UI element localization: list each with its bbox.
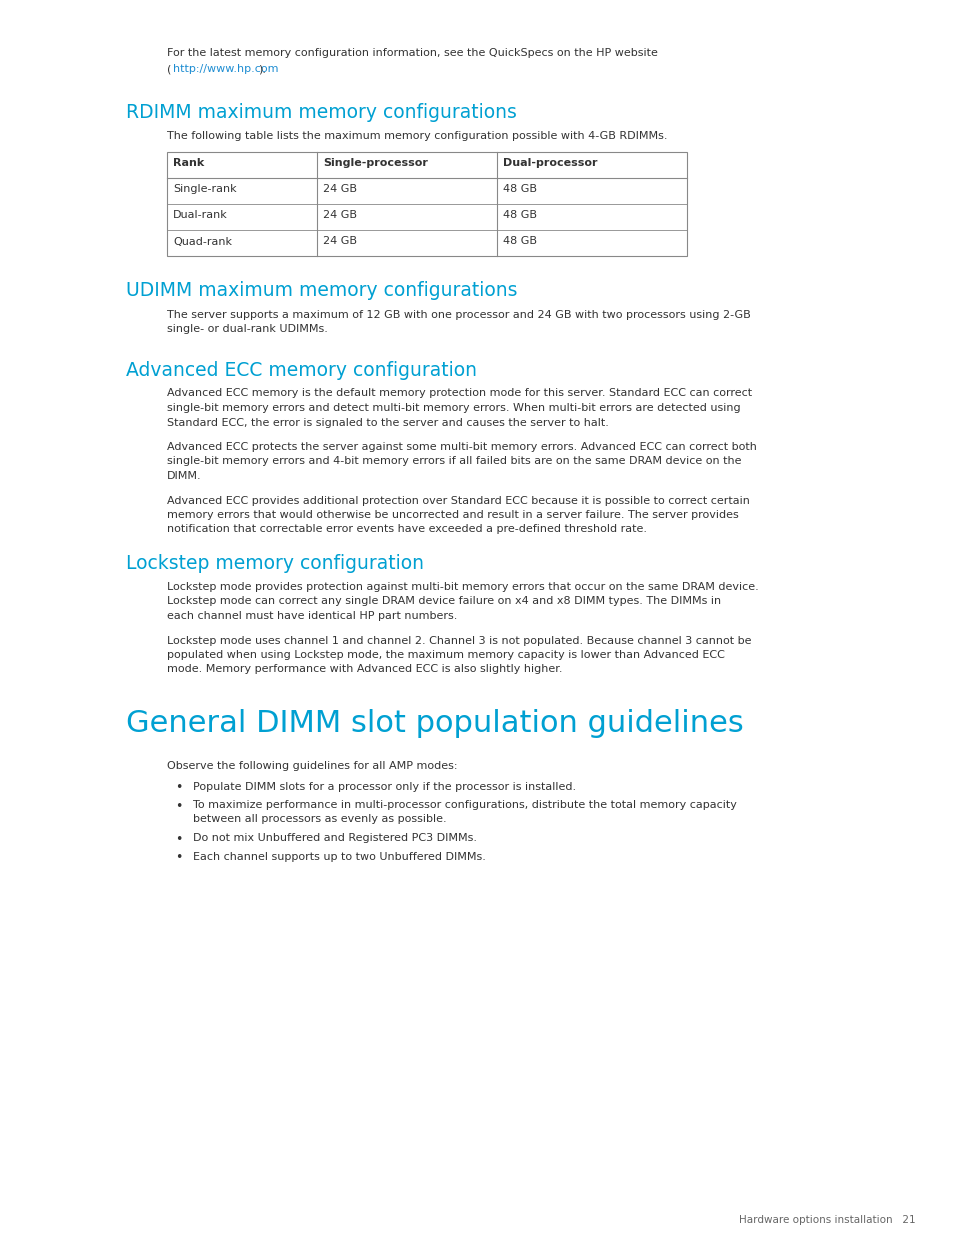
Text: 24 GB: 24 GB <box>323 184 356 194</box>
Text: 48 GB: 48 GB <box>502 236 537 247</box>
Text: Rank: Rank <box>172 158 204 168</box>
Text: Lockstep mode can correct any single DRAM device failure on x4 and x8 DIMM types: Lockstep mode can correct any single DRA… <box>167 597 720 606</box>
Text: The following table lists the maximum memory configuration possible with 4-GB RD: The following table lists the maximum me… <box>167 131 667 141</box>
Text: Lockstep mode uses channel 1 and channel 2. Channel 3 is not populated. Because : Lockstep mode uses channel 1 and channel… <box>167 636 751 646</box>
Bar <box>167 152 686 256</box>
Text: Advanced ECC memory is the default memory protection mode for this server. Stand: Advanced ECC memory is the default memor… <box>167 389 751 399</box>
Text: Advanced ECC provides additional protection over Standard ECC because it is poss: Advanced ECC provides additional protect… <box>167 495 749 505</box>
Text: Advanced ECC memory configuration: Advanced ECC memory configuration <box>126 361 476 379</box>
Text: single-bit memory errors and detect multi-bit memory errors. When multi-bit erro: single-bit memory errors and detect mult… <box>167 403 740 412</box>
Text: Quad-rank: Quad-rank <box>172 236 232 247</box>
Text: Advanced ECC protects the server against some multi-bit memory errors. Advanced : Advanced ECC protects the server against… <box>167 442 756 452</box>
Text: (: ( <box>167 64 172 74</box>
Text: populated when using Lockstep mode, the maximum memory capacity is lower than Ad: populated when using Lockstep mode, the … <box>167 650 724 659</box>
Text: Dual-processor: Dual-processor <box>502 158 597 168</box>
Text: Lockstep mode provides protection against multi-bit memory errors that occur on : Lockstep mode provides protection agains… <box>167 582 758 592</box>
Text: For the latest memory configuration information, see the QuickSpecs on the HP we: For the latest memory configuration info… <box>167 48 658 58</box>
Text: Lockstep memory configuration: Lockstep memory configuration <box>126 555 423 573</box>
Text: 48 GB: 48 GB <box>502 210 537 221</box>
Text: DIMM.: DIMM. <box>167 471 201 480</box>
Text: To maximize performance in multi-processor configurations, distribute the total : To maximize performance in multi-process… <box>193 800 736 810</box>
Text: ).: ). <box>257 64 266 74</box>
Text: each channel must have identical HP part numbers.: each channel must have identical HP part… <box>167 611 456 621</box>
Text: Observe the following guidelines for all AMP modes:: Observe the following guidelines for all… <box>167 761 457 771</box>
Text: http://www.hp.com: http://www.hp.com <box>172 64 278 74</box>
Text: •: • <box>174 832 182 846</box>
Text: •: • <box>174 782 182 794</box>
Text: Hardware options installation   21: Hardware options installation 21 <box>739 1215 915 1225</box>
Text: Each channel supports up to two Unbuffered DIMMs.: Each channel supports up to two Unbuffer… <box>193 851 485 862</box>
Text: single- or dual-rank UDIMMs.: single- or dual-rank UDIMMs. <box>167 324 328 333</box>
Text: Single-rank: Single-rank <box>172 184 236 194</box>
Text: Populate DIMM slots for a processor only if the processor is installed.: Populate DIMM slots for a processor only… <box>193 782 576 792</box>
Text: •: • <box>174 851 182 864</box>
Text: RDIMM maximum memory configurations: RDIMM maximum memory configurations <box>126 103 517 122</box>
Text: single-bit memory errors and 4-bit memory errors if all failed bits are on the s: single-bit memory errors and 4-bit memor… <box>167 457 740 467</box>
Text: between all processors as evenly as possible.: between all processors as evenly as poss… <box>193 815 446 825</box>
Text: Standard ECC, the error is signaled to the server and causes the server to halt.: Standard ECC, the error is signaled to t… <box>167 417 608 427</box>
Text: General DIMM slot population guidelines: General DIMM slot population guidelines <box>126 709 743 739</box>
Text: notification that correctable error events have exceeded a pre-defined threshold: notification that correctable error even… <box>167 525 646 535</box>
Text: Single-processor: Single-processor <box>323 158 427 168</box>
Text: The server supports a maximum of 12 GB with one processor and 24 GB with two pro: The server supports a maximum of 12 GB w… <box>167 310 750 320</box>
Text: memory errors that would otherwise be uncorrected and result in a server failure: memory errors that would otherwise be un… <box>167 510 738 520</box>
Text: mode. Memory performance with Advanced ECC is also slightly higher.: mode. Memory performance with Advanced E… <box>167 664 562 674</box>
Text: 24 GB: 24 GB <box>323 236 356 247</box>
Text: 48 GB: 48 GB <box>502 184 537 194</box>
Text: UDIMM maximum memory configurations: UDIMM maximum memory configurations <box>126 282 517 300</box>
Text: 24 GB: 24 GB <box>323 210 356 221</box>
Text: Dual-rank: Dual-rank <box>172 210 228 221</box>
Text: •: • <box>174 800 182 813</box>
Text: Do not mix Unbuffered and Registered PC3 DIMMs.: Do not mix Unbuffered and Registered PC3… <box>193 832 476 844</box>
